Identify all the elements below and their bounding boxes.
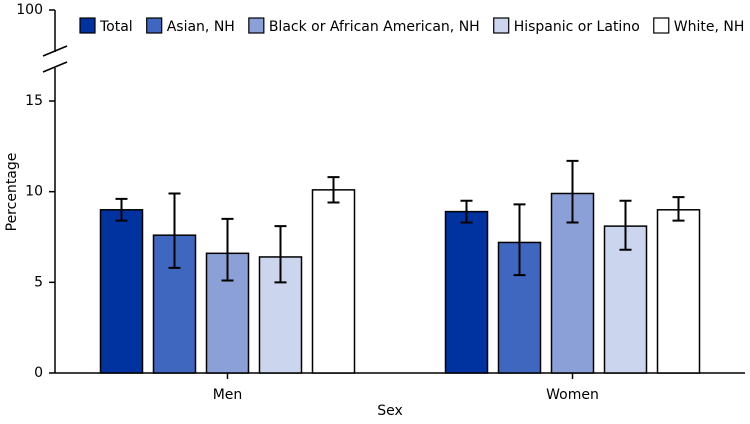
- axis-break: [42, 61, 68, 73]
- legend-label: Asian, NH: [167, 19, 235, 35]
- legend-swatch: [79, 17, 96, 34]
- error-bar: [221, 217, 234, 282]
- x-tick-label: Women: [546, 387, 599, 403]
- error-bar: [513, 203, 526, 277]
- x-tick-label: Men: [213, 387, 243, 403]
- bar: [311, 189, 356, 374]
- y-tick-label: 0: [34, 365, 43, 381]
- error-bar: [619, 199, 632, 251]
- legend-label: Hispanic or Latino: [514, 19, 640, 35]
- x-axis-label: Sex: [377, 403, 403, 419]
- legend-label: Black or African American, NH: [269, 19, 480, 35]
- error-bar: [168, 192, 181, 269]
- bar: [99, 209, 144, 374]
- error-bar: [274, 225, 287, 284]
- y-tick-label: 100: [16, 2, 43, 18]
- legend-label: White, NH: [674, 19, 745, 35]
- bar: [656, 209, 701, 374]
- y-axis-label: Percentage: [4, 153, 20, 232]
- bar: [205, 252, 250, 374]
- legend-label: Total: [99, 19, 133, 35]
- axis-break: [42, 45, 68, 57]
- y-tick-label: 15: [25, 93, 43, 109]
- y-tick-label: 10: [25, 184, 43, 200]
- y-tick-label: 5: [34, 274, 43, 290]
- error-bar: [460, 199, 473, 224]
- error-bar: [115, 197, 128, 222]
- error-bar: [566, 159, 579, 224]
- legend-swatch: [493, 17, 510, 34]
- legend-swatch: [248, 17, 265, 34]
- legend-swatch: [146, 17, 163, 34]
- error-bar: [327, 176, 340, 204]
- bar: [152, 234, 197, 374]
- error-bar: [672, 196, 685, 222]
- legend-swatch: [653, 17, 670, 34]
- bar: [444, 210, 489, 374]
